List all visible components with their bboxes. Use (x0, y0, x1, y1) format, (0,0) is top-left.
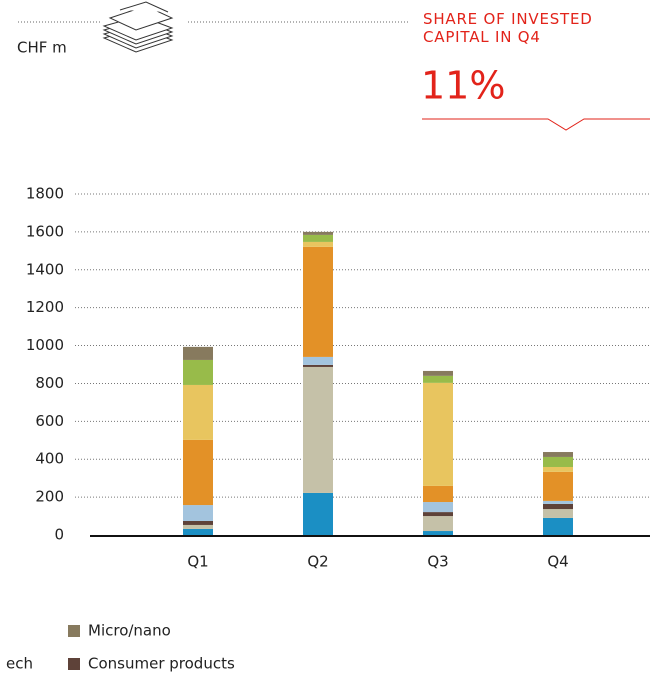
x-tick-label: Q3 (427, 553, 448, 571)
y-tick-label: 800 (35, 374, 64, 392)
bar-segment (303, 364, 333, 367)
bar-segment (543, 456, 573, 467)
bar-segment (303, 366, 333, 493)
bar-segment (423, 375, 453, 383)
bar-segment (303, 241, 333, 247)
y-tick-label: 1800 (26, 185, 64, 203)
y-tick-label: 200 (35, 488, 64, 506)
unit-label: CHF m (17, 39, 67, 57)
bar-segment (303, 246, 333, 357)
legend-label: Micro/nano (88, 622, 171, 640)
y-tick-label: 400 (35, 450, 64, 468)
y-tick-label: 1600 (26, 222, 64, 240)
bar-segment (423, 512, 453, 517)
bar-segment (183, 520, 213, 525)
legend-swatch (68, 625, 80, 637)
bar-segment (543, 509, 573, 518)
bar-segment (303, 234, 333, 242)
bar-segment (543, 503, 573, 510)
bar-segment (183, 505, 213, 521)
bar-segment (423, 370, 453, 376)
y-tick-label: 1200 (26, 298, 64, 316)
highlight-value: 11% (421, 64, 505, 108)
bar-segment (543, 517, 573, 535)
money-icon (102, 1, 174, 53)
bar-segment (423, 502, 453, 513)
legend-label: Consumer products (88, 655, 235, 673)
bar-segment (423, 516, 453, 532)
callout-rule (422, 118, 650, 131)
x-tick-label: Q2 (307, 553, 328, 571)
y-tick-label: 1000 (26, 336, 64, 354)
bar-segment (303, 492, 333, 535)
bar-segment (183, 439, 213, 506)
bar-segment (543, 466, 573, 472)
bar-segment (303, 356, 333, 365)
bar-segment (183, 528, 213, 535)
annotation: SHARE OF INVESTED CAPITAL IN Q4 (423, 10, 593, 46)
bar-segment (183, 346, 213, 360)
bar-segment (543, 500, 573, 504)
bar-segment (423, 382, 453, 486)
x-tick-label: Q1 (187, 553, 208, 571)
y-tick-label: 1400 (26, 260, 64, 278)
bar-segment (543, 471, 573, 501)
y-tick-label: 0 (54, 526, 64, 544)
bar-segment (423, 485, 453, 503)
bar-segment (183, 384, 213, 440)
legend-label: ech (6, 655, 33, 673)
y-tick-label: 600 (35, 412, 64, 430)
bar-segment (543, 452, 573, 457)
bar-segment (423, 531, 453, 535)
bar-segment (183, 524, 213, 529)
legend-swatch (68, 658, 80, 670)
x-tick-label: Q4 (547, 553, 568, 571)
bar-segment (303, 231, 333, 235)
bar-segment (183, 359, 213, 385)
